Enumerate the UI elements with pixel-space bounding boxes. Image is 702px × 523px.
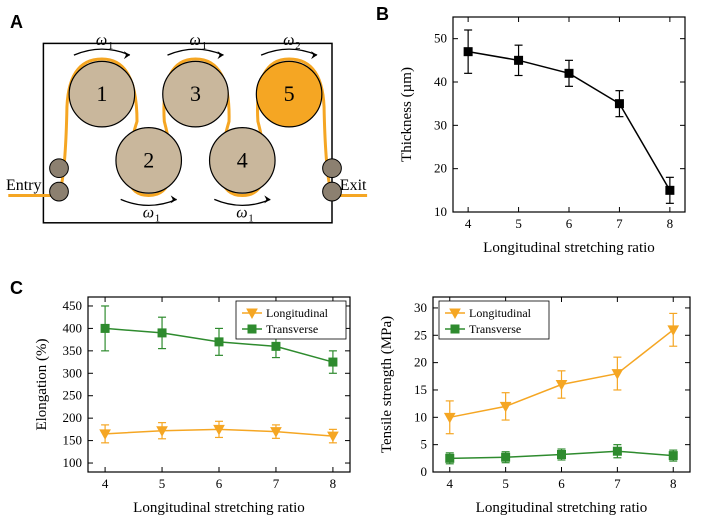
svg-text:30: 30 xyxy=(434,117,447,132)
svg-text:10: 10 xyxy=(414,409,427,424)
svg-text:350: 350 xyxy=(63,343,83,358)
svg-text:7: 7 xyxy=(616,216,623,231)
svg-text:Longitudinal stretching ratio: Longitudinal stretching ratio xyxy=(476,500,648,516)
svg-text:ω: ω xyxy=(96,32,107,49)
svg-text:ω: ω xyxy=(143,204,154,221)
svg-text:40: 40 xyxy=(434,74,447,89)
svg-text:1: 1 xyxy=(248,212,254,224)
svg-text:Transverse: Transverse xyxy=(266,322,318,336)
svg-text:5: 5 xyxy=(284,81,295,106)
svg-text:100: 100 xyxy=(63,455,83,470)
svg-text:Transverse: Transverse xyxy=(469,322,521,336)
svg-text:5: 5 xyxy=(421,437,428,452)
svg-text:1: 1 xyxy=(108,40,114,52)
panel-b-label: B xyxy=(376,4,389,25)
svg-text:ω: ω xyxy=(236,204,247,221)
panel-c-label: C xyxy=(10,278,23,299)
svg-text:Longitudinal stretching ratio: Longitudinal stretching ratio xyxy=(483,240,655,256)
svg-text:1: 1 xyxy=(155,212,161,224)
svg-text:5: 5 xyxy=(515,216,522,231)
svg-text:8: 8 xyxy=(670,476,677,491)
svg-text:ω: ω xyxy=(283,32,294,49)
svg-text:3: 3 xyxy=(190,81,201,106)
svg-text:20: 20 xyxy=(434,161,447,176)
svg-text:200: 200 xyxy=(63,410,83,425)
svg-text:10: 10 xyxy=(434,204,447,219)
svg-text:4: 4 xyxy=(447,476,454,491)
svg-text:7: 7 xyxy=(614,476,621,491)
svg-text:6: 6 xyxy=(216,476,223,491)
figure-page: A B C 12345ω1ω1ω2ω1ω1EntryExit 456781020… xyxy=(0,0,702,523)
svg-text:Longitudinal: Longitudinal xyxy=(469,306,532,320)
svg-text:Longitudinal stretching ratio: Longitudinal stretching ratio xyxy=(133,500,305,516)
svg-text:5: 5 xyxy=(502,476,509,491)
svg-text:6: 6 xyxy=(566,216,573,231)
svg-text:5: 5 xyxy=(159,476,166,491)
svg-text:250: 250 xyxy=(63,388,83,403)
svg-text:6: 6 xyxy=(558,476,565,491)
svg-text:Entry: Entry xyxy=(6,177,42,194)
svg-text:4: 4 xyxy=(102,476,109,491)
svg-text:25: 25 xyxy=(414,327,427,342)
chart-c-tensile: 4 5 6 7 8 0 5 10 15 20 25 30 Longitudinal stretching… xyxy=(375,285,700,520)
svg-text:4: 4 xyxy=(237,147,248,172)
svg-text:300: 300 xyxy=(63,365,83,380)
svg-text:8: 8 xyxy=(667,216,674,231)
svg-text:450: 450 xyxy=(63,298,83,313)
svg-text:150: 150 xyxy=(63,433,83,448)
chart-c-elongation: 4 5 6 7 8 100 150 200 250 300 350 400 450 Longitudina… xyxy=(30,285,360,520)
diagram-a: 12345ω1ω1ω2ω1ω1EntryExit xyxy=(0,10,370,270)
svg-text:Thickness (µm): Thickness (µm) xyxy=(399,67,415,162)
svg-text:50: 50 xyxy=(434,31,447,46)
svg-text:ω: ω xyxy=(190,32,201,49)
svg-text:Elongation (%): Elongation (%) xyxy=(34,338,50,430)
svg-text:8: 8 xyxy=(330,476,337,491)
svg-text:1: 1 xyxy=(202,40,208,52)
svg-text:400: 400 xyxy=(63,320,83,335)
svg-text:7: 7 xyxy=(273,476,280,491)
chart-b: 4 5 6 7 8 10 20 30 40 50 Longitudinal stretching r… xyxy=(395,5,695,260)
svg-text:30: 30 xyxy=(414,300,427,315)
svg-text:20: 20 xyxy=(414,355,427,370)
svg-text:Exit: Exit xyxy=(340,177,367,194)
svg-text:4: 4 xyxy=(465,216,472,231)
svg-text:15: 15 xyxy=(414,382,427,397)
svg-text:0: 0 xyxy=(421,464,428,479)
svg-text:2: 2 xyxy=(295,40,301,52)
svg-text:Tensile strength (MPa): Tensile strength (MPa) xyxy=(379,316,395,453)
svg-text:1: 1 xyxy=(96,81,107,106)
svg-text:2: 2 xyxy=(143,147,154,172)
svg-text:Longitudinal: Longitudinal xyxy=(266,306,329,320)
